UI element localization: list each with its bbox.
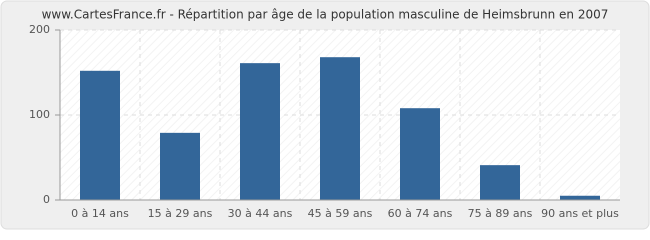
x-tick-label: 45 à 59 ans <box>308 207 373 220</box>
x-tick-label: 90 ans et plus <box>541 207 619 220</box>
x-tick-label: 60 à 74 ans <box>388 207 453 220</box>
bar <box>160 132 200 200</box>
bar <box>320 57 360 201</box>
bar <box>560 195 600 200</box>
bar <box>240 63 280 201</box>
y-tick-label: 100 <box>29 108 50 121</box>
x-tick-label: 0 à 14 ans <box>71 207 129 220</box>
bar <box>400 108 440 200</box>
y-tick-label: 0 <box>43 193 50 206</box>
x-tick-label: 75 à 89 ans <box>468 207 533 220</box>
x-tick-label: 30 à 44 ans <box>228 207 293 220</box>
x-tick-label: 15 à 29 ans <box>148 207 213 220</box>
chart-title: www.CartesFrance.fr - Répartition par âg… <box>42 8 609 22</box>
page: www.CartesFrance.fr - Répartition par âg… <box>0 0 650 230</box>
bar <box>80 70 120 200</box>
chart: www.CartesFrance.fr - Répartition par âg… <box>0 0 650 230</box>
bar <box>480 165 520 200</box>
y-tick-label: 200 <box>29 23 50 36</box>
